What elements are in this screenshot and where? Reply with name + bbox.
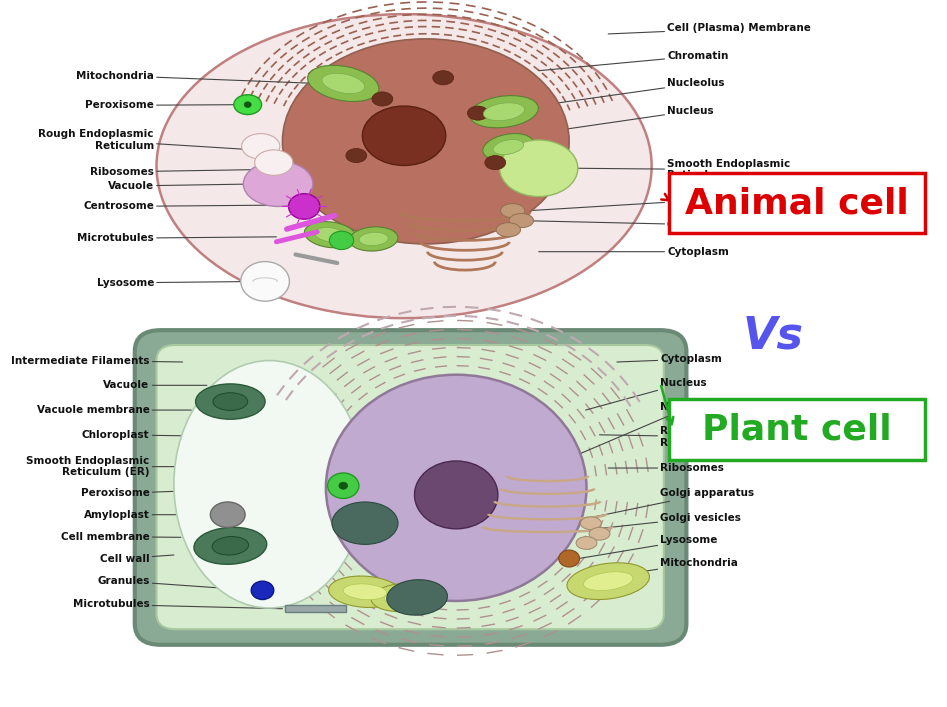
- Ellipse shape: [314, 228, 346, 242]
- Ellipse shape: [493, 139, 524, 155]
- Ellipse shape: [213, 393, 248, 410]
- Ellipse shape: [576, 537, 597, 549]
- Ellipse shape: [496, 223, 521, 237]
- Text: Cytoplasm: Cytoplasm: [616, 354, 723, 364]
- Text: Peroxisome: Peroxisome: [85, 100, 247, 110]
- Text: Vacuole: Vacuole: [108, 181, 265, 191]
- Ellipse shape: [371, 583, 437, 612]
- Ellipse shape: [346, 148, 366, 163]
- Ellipse shape: [559, 550, 580, 567]
- Ellipse shape: [326, 375, 586, 601]
- Text: Golgi apparatus: Golgi apparatus: [591, 489, 755, 518]
- Ellipse shape: [212, 537, 248, 555]
- Text: Lysosome: Lysosome: [97, 278, 266, 288]
- Text: Golgi vesicles: Golgi vesicles: [596, 513, 742, 529]
- Ellipse shape: [156, 14, 652, 318]
- Ellipse shape: [483, 134, 534, 160]
- FancyBboxPatch shape: [156, 345, 664, 629]
- Ellipse shape: [384, 590, 424, 604]
- Ellipse shape: [251, 581, 274, 600]
- Ellipse shape: [372, 92, 393, 106]
- Text: Intermediate Filaments: Intermediate Filaments: [11, 356, 183, 366]
- Text: Nucleolus: Nucleolus: [426, 78, 724, 122]
- Ellipse shape: [243, 161, 313, 206]
- Text: Lysosome: Lysosome: [579, 535, 718, 559]
- Text: Chloroplast: Chloroplast: [82, 430, 213, 440]
- Ellipse shape: [581, 517, 601, 530]
- Text: Plant cell: Plant cell: [703, 412, 892, 447]
- Ellipse shape: [329, 576, 402, 607]
- Text: Vacuole: Vacuole: [103, 380, 206, 390]
- Ellipse shape: [343, 584, 386, 600]
- Ellipse shape: [433, 71, 454, 85]
- Ellipse shape: [282, 39, 569, 244]
- Ellipse shape: [483, 103, 525, 121]
- Text: Microtubules: Microtubules: [73, 600, 282, 609]
- Ellipse shape: [196, 384, 265, 419]
- Ellipse shape: [349, 227, 398, 251]
- Ellipse shape: [567, 563, 650, 600]
- Text: Smooth Endoplasmic
Reticulum (ER): Smooth Endoplasmic Reticulum (ER): [27, 456, 206, 477]
- Ellipse shape: [501, 204, 525, 218]
- Text: Granules: Granules: [98, 576, 254, 590]
- Ellipse shape: [589, 527, 610, 540]
- Text: Mitochondria: Mitochondria: [76, 71, 317, 83]
- Ellipse shape: [234, 95, 261, 115]
- FancyBboxPatch shape: [134, 330, 687, 645]
- Ellipse shape: [359, 233, 388, 245]
- Text: Vs: Vs: [742, 315, 804, 357]
- Text: Nucleus: Nucleus: [585, 378, 707, 410]
- Ellipse shape: [386, 580, 447, 615]
- Text: Mitochondria: Mitochondria: [613, 558, 739, 576]
- Ellipse shape: [415, 461, 498, 529]
- FancyBboxPatch shape: [669, 399, 925, 460]
- Ellipse shape: [194, 527, 267, 564]
- Text: Peroxisome: Peroxisome: [80, 486, 331, 498]
- Text: Animal cell: Animal cell: [686, 186, 909, 221]
- FancyBboxPatch shape: [669, 173, 925, 233]
- Text: Golgi Apparatus: Golgi Apparatus: [528, 194, 762, 211]
- Text: Cell membrane: Cell membrane: [61, 532, 181, 542]
- Text: Rough Endoplasmic
Reticulum: Rough Endoplasmic Reticulum: [39, 129, 255, 151]
- Ellipse shape: [174, 361, 365, 608]
- Text: Cell (Plasma) Membrane: Cell (Plasma) Membrane: [608, 23, 812, 34]
- Ellipse shape: [500, 140, 578, 197]
- Ellipse shape: [583, 572, 633, 590]
- Ellipse shape: [308, 65, 379, 102]
- Text: Microtubules: Microtubules: [77, 233, 277, 243]
- Text: Nucleolus: Nucleolus: [487, 402, 718, 493]
- Ellipse shape: [304, 222, 356, 247]
- Ellipse shape: [330, 231, 353, 250]
- Circle shape: [241, 262, 290, 301]
- Text: Chromatin: Chromatin: [539, 51, 728, 71]
- Ellipse shape: [468, 106, 489, 120]
- Text: Amyloplast: Amyloplast: [83, 510, 213, 520]
- Ellipse shape: [289, 194, 320, 219]
- Ellipse shape: [485, 156, 506, 170]
- Text: Vacuole membrane: Vacuole membrane: [37, 405, 191, 415]
- Text: Ribosomes: Ribosomes: [608, 463, 724, 473]
- Text: Golgi Vesicle: Golgi Vesicle: [520, 220, 742, 230]
- Text: Cell wall: Cell wall: [100, 554, 174, 563]
- Ellipse shape: [470, 95, 538, 128]
- FancyBboxPatch shape: [285, 605, 346, 612]
- Ellipse shape: [255, 150, 293, 175]
- Text: Nucleus: Nucleus: [554, 106, 714, 131]
- Ellipse shape: [244, 102, 251, 107]
- Ellipse shape: [363, 106, 446, 165]
- Ellipse shape: [241, 134, 280, 159]
- Ellipse shape: [339, 482, 348, 489]
- Text: Smooth Endoplasmic
Reticulum: Smooth Endoplasmic Reticulum: [577, 159, 791, 180]
- Ellipse shape: [210, 502, 245, 527]
- Text: Cytoplasm: Cytoplasm: [539, 247, 729, 257]
- Ellipse shape: [332, 502, 398, 544]
- Text: Rough Endoplasmic
Reticulum (ER): Rough Endoplasmic Reticulum (ER): [599, 426, 776, 448]
- Ellipse shape: [328, 473, 359, 498]
- Ellipse shape: [322, 74, 365, 93]
- Ellipse shape: [509, 214, 533, 228]
- Text: Centrosome: Centrosome: [83, 201, 287, 211]
- Text: Ribosomes: Ribosomes: [90, 167, 252, 177]
